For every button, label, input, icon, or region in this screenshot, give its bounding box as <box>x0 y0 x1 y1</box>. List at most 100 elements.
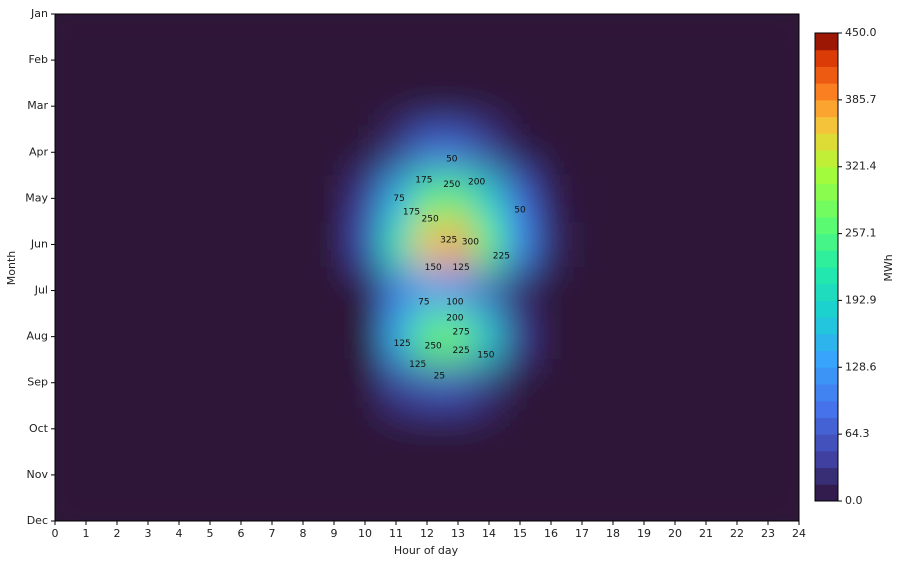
field-cell <box>194 405 226 453</box>
contour-label: 200 <box>446 314 463 324</box>
field-cell <box>690 451 722 499</box>
field-cell <box>442 129 474 176</box>
field-cell <box>132 267 164 315</box>
colorbar-tick-label: 257.1 <box>845 227 877 240</box>
field-cell <box>163 313 195 361</box>
field-cell <box>256 451 288 499</box>
field-cell <box>380 405 412 453</box>
field-cell <box>132 405 164 453</box>
field-cell <box>597 497 629 521</box>
field-cell <box>504 14 536 38</box>
field-cell <box>101 313 133 361</box>
field-cell <box>225 451 257 499</box>
colorbar-step <box>815 467 838 485</box>
field-cell <box>473 267 505 315</box>
field-cell <box>504 313 536 361</box>
x-tick-label: 6 <box>238 527 245 540</box>
field-cell <box>380 267 412 315</box>
field-cell <box>535 14 567 38</box>
field-cell <box>318 497 350 521</box>
field-cell <box>194 129 226 176</box>
field-cell <box>411 14 443 38</box>
contour-label: 250 <box>443 180 460 190</box>
field-cell <box>597 405 629 453</box>
field-cell <box>597 14 629 38</box>
field-cell <box>628 175 660 222</box>
field-cell <box>690 405 722 453</box>
field-cell <box>132 83 164 130</box>
field-cell <box>783 451 799 499</box>
field-cell <box>473 359 505 407</box>
field-cell <box>442 267 474 315</box>
field-cell <box>473 129 505 176</box>
contour-label: 225 <box>453 346 470 356</box>
field-cell <box>721 313 753 361</box>
colorbar-step <box>815 166 838 184</box>
field-cell <box>380 14 412 38</box>
field-cell <box>566 221 598 268</box>
field-cell <box>659 221 691 268</box>
field-cell <box>256 221 288 268</box>
field-cell <box>163 267 195 315</box>
field-cell <box>535 497 567 521</box>
field-cell <box>380 359 412 407</box>
field-cell <box>628 267 660 315</box>
field-cell <box>690 129 722 176</box>
field-cell <box>752 405 784 453</box>
field-cell <box>163 175 195 222</box>
field-cell <box>566 359 598 407</box>
field-cell <box>287 83 319 130</box>
y-tick-label: May <box>25 191 48 204</box>
field-cell <box>101 83 133 130</box>
colorbar-step <box>815 400 838 418</box>
field-cell <box>411 175 443 222</box>
field-cell <box>628 129 660 176</box>
field-cell <box>256 497 288 521</box>
field-cell <box>55 405 71 453</box>
field-cell <box>70 221 102 268</box>
contour-label: 175 <box>415 175 432 185</box>
colorbar-tick-label: 321.4 <box>845 160 877 173</box>
field-cell <box>442 37 474 84</box>
colorbar-step <box>815 283 838 301</box>
field-cell <box>690 175 722 222</box>
field-cell <box>752 83 784 130</box>
field-cell <box>535 37 567 84</box>
field-cell <box>287 221 319 268</box>
colorbar-step <box>815 300 838 318</box>
y-tick-label: Jul <box>34 284 48 297</box>
plot-area <box>55 14 799 521</box>
colorbar-step <box>815 216 838 235</box>
field-cell <box>101 405 133 453</box>
field-cell <box>101 497 133 521</box>
field-cell <box>132 175 164 222</box>
contour-label: 250 <box>425 341 442 351</box>
x-tick-label: 17 <box>575 527 589 540</box>
contour-label: 250 <box>422 215 439 225</box>
field-cell <box>566 129 598 176</box>
field-cell <box>411 497 443 521</box>
field-cell <box>752 359 784 407</box>
y-tick-label: Feb <box>29 53 48 66</box>
field-cell <box>225 497 257 521</box>
field-cell <box>442 405 474 453</box>
contour-label: 125 <box>453 263 470 273</box>
field-cell <box>659 14 691 38</box>
x-tick-label: 2 <box>114 527 121 540</box>
y-tick-label: Dec <box>27 514 48 527</box>
field-cell <box>225 405 257 453</box>
field-cell <box>132 313 164 361</box>
x-tick-label: 13 <box>451 527 465 540</box>
field-cell <box>194 451 226 499</box>
field-cell <box>256 129 288 176</box>
y-tick-label: Oct <box>29 422 49 435</box>
y-tick-label: Sep <box>27 376 48 389</box>
field-cell <box>132 221 164 268</box>
colorbar-tick-label: 192.9 <box>845 293 877 306</box>
field-cell <box>690 313 722 361</box>
field-cell <box>318 37 350 84</box>
field-cell <box>411 129 443 176</box>
field-cell <box>783 359 799 407</box>
field-cell <box>101 359 133 407</box>
